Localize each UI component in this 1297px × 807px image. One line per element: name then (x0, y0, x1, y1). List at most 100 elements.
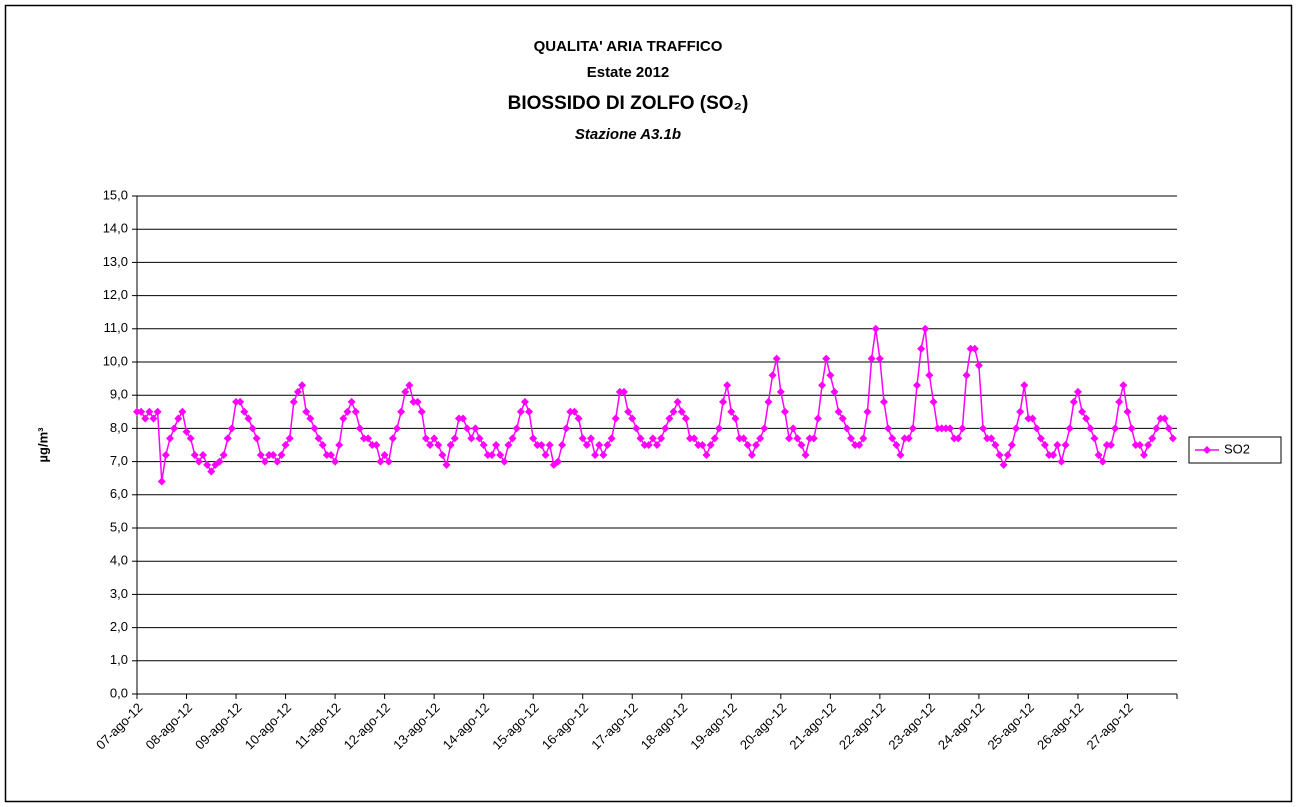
data-point (248, 424, 257, 433)
data-point (533, 441, 542, 449)
data-point (591, 450, 600, 459)
data-point (772, 354, 781, 363)
data-point (822, 354, 831, 363)
data-point (694, 441, 703, 449)
data-point (1119, 381, 1128, 390)
data-point (950, 434, 959, 443)
data-point (578, 434, 587, 443)
data-point (459, 414, 468, 423)
data-point (884, 424, 893, 433)
data-point (285, 434, 294, 443)
data-point (450, 434, 459, 443)
data-point (289, 397, 298, 406)
data-point (921, 324, 930, 333)
data-point (1139, 450, 1148, 459)
chart-caption: Stazione A3.1b (575, 126, 681, 143)
data-point (752, 441, 761, 449)
data-point (479, 441, 488, 449)
data-point (1049, 450, 1058, 459)
data-point (888, 434, 897, 443)
data-point (735, 434, 744, 443)
data-point (640, 441, 649, 449)
data-point (970, 344, 979, 353)
data-point (405, 381, 414, 390)
data-point (463, 424, 472, 433)
data-point (318, 441, 327, 449)
data-point (653, 441, 661, 449)
data-point (1086, 424, 1095, 433)
y-tick-label: 0,0 (110, 685, 128, 700)
data-point (244, 414, 253, 423)
data-point (842, 424, 851, 433)
data-point (946, 424, 955, 433)
data-point (1024, 414, 1033, 423)
data-point (1160, 414, 1169, 423)
data-point (1082, 414, 1091, 423)
data-point (364, 434, 373, 443)
data-point (607, 434, 616, 443)
legend-label: SO2 (1224, 441, 1250, 456)
chart-title-2: BIOSSIDO DI ZOLFO (SO₂) (508, 93, 749, 114)
data-point (958, 424, 967, 433)
y-tick-label: 12,0 (103, 287, 128, 302)
data-point (747, 450, 756, 459)
data-point (797, 441, 806, 449)
data-point (983, 434, 992, 443)
data-point (801, 450, 810, 459)
data-point (430, 434, 439, 443)
data-point (223, 434, 232, 443)
data-point (1144, 441, 1153, 449)
data-point (995, 450, 1004, 459)
data-point (727, 407, 736, 416)
y-axis-label: µg/m³ (35, 427, 50, 463)
data-point (764, 397, 773, 406)
data-point (913, 381, 921, 390)
data-point (326, 450, 335, 459)
data-point (1098, 457, 1107, 466)
data-point (987, 434, 996, 443)
data-point (595, 441, 604, 449)
data-point (525, 407, 534, 416)
data-point (661, 424, 670, 433)
data-point (260, 457, 269, 466)
data-point (467, 434, 476, 443)
data-point (240, 407, 249, 416)
data-point (1032, 424, 1041, 433)
data-point (232, 397, 241, 406)
data-point (215, 457, 224, 466)
data-point (657, 434, 666, 443)
data-point (681, 414, 690, 423)
data-point (768, 371, 777, 380)
data-point (170, 424, 179, 433)
data-point (574, 414, 583, 423)
data-point (562, 424, 571, 433)
data-point (314, 434, 323, 443)
data-point (273, 457, 282, 466)
data-point (475, 434, 484, 443)
data-point (1003, 450, 1012, 459)
data-point (818, 381, 827, 390)
data-point (855, 441, 864, 449)
data-point (859, 434, 868, 443)
data-point (719, 397, 728, 406)
data-point (446, 441, 455, 449)
data-point (826, 371, 835, 380)
data-point (900, 434, 909, 443)
data-point (1020, 381, 1029, 390)
data-point (1127, 424, 1136, 433)
y-tick-label: 4,0 (110, 553, 128, 568)
data-point (393, 424, 401, 433)
data-point (731, 414, 740, 423)
data-point (780, 407, 789, 416)
y-tick-label: 15,0 (103, 187, 128, 202)
y-tick-label: 5,0 (110, 519, 128, 534)
data-point (397, 407, 406, 416)
data-point (1040, 441, 1049, 449)
data-point (190, 450, 199, 459)
data-point (199, 450, 208, 459)
data-point (813, 414, 822, 423)
data-point (157, 477, 166, 486)
data-point (863, 407, 872, 416)
data-point (409, 397, 418, 406)
